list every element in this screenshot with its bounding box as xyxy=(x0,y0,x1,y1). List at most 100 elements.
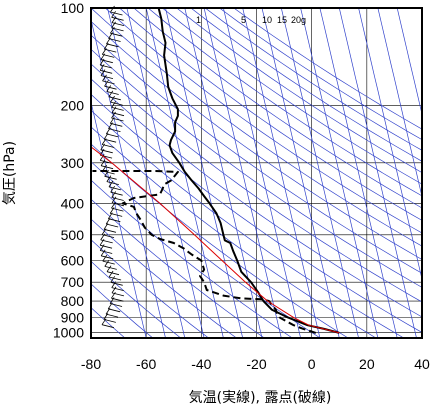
mixing-ratio-line xyxy=(338,8,417,338)
x-tick-label: -20 xyxy=(246,356,266,372)
dry-adiabat xyxy=(119,8,422,221)
wind-barb xyxy=(104,138,117,143)
wind-barb xyxy=(109,117,115,124)
dry-adiabat xyxy=(204,8,422,151)
wind-barb xyxy=(102,80,115,85)
mixing-ratio-label: 10 xyxy=(262,15,272,25)
dry-adiabat xyxy=(162,8,422,185)
wind-barb xyxy=(111,201,116,209)
wind-barb xyxy=(111,21,116,29)
wind-barb xyxy=(106,223,119,228)
x-tick-label: 0 xyxy=(308,356,316,372)
dry-adiabat xyxy=(91,239,209,338)
wind-barb xyxy=(103,228,117,233)
wind-barb xyxy=(108,186,122,191)
wind-barb xyxy=(103,42,109,50)
wind-barb xyxy=(106,175,112,182)
wind-barb xyxy=(100,239,113,244)
mixing-ratio-label: 15 xyxy=(277,15,287,25)
x-tick-label: -40 xyxy=(191,356,211,372)
wind-barb xyxy=(111,107,124,111)
y-tick-label: 900 xyxy=(61,310,85,326)
wind-barb xyxy=(102,260,115,265)
wind-barb xyxy=(106,85,112,92)
mixing-ratio-line xyxy=(184,8,263,338)
dry-adiabat xyxy=(91,78,422,318)
dry-adiabat xyxy=(91,8,422,247)
wind-barb xyxy=(111,106,117,113)
wind-barb xyxy=(104,260,110,267)
wind-barb xyxy=(99,64,105,71)
wind-barb xyxy=(111,292,125,297)
wind-barb xyxy=(102,254,108,262)
dry-adiabat xyxy=(147,8,422,197)
mixing-ratio-line xyxy=(396,8,422,116)
wind-barb xyxy=(100,160,113,164)
wind-barb xyxy=(111,22,125,26)
wind-barb xyxy=(107,212,113,219)
y-tick-label: 600 xyxy=(61,252,85,268)
wind-barb xyxy=(110,95,115,103)
dry-adiabat xyxy=(91,161,321,338)
x-tick-labels: -80 -60 -40 -20 0 20 40 xyxy=(81,356,430,372)
wind-barb xyxy=(105,313,119,318)
x-tick-label: 40 xyxy=(414,356,430,372)
x-tick-label: -60 xyxy=(136,356,156,372)
y-tick-label: 100 xyxy=(61,0,85,16)
wind-barb xyxy=(111,191,117,198)
y-tick-label: 500 xyxy=(61,227,85,243)
x-tick-label: 20 xyxy=(359,356,375,372)
mixing-ratio-line xyxy=(223,8,301,338)
wind-barb xyxy=(111,16,117,23)
mixing-ratio-line xyxy=(358,8,422,281)
dry-adiabat xyxy=(176,8,422,174)
wind-barb xyxy=(106,91,119,95)
mixing-ratio-line xyxy=(261,8,340,338)
dry-adiabat xyxy=(91,143,349,338)
wind-barb xyxy=(104,85,117,90)
wind-barb xyxy=(99,58,105,66)
wind-barb xyxy=(108,218,121,223)
wind-barb xyxy=(104,170,109,177)
wind-barb xyxy=(107,302,113,310)
mixing-ratio-labels: 1 5 10 15 20 g xyxy=(196,15,306,25)
wind-barb xyxy=(100,165,114,170)
wind-barb xyxy=(108,32,113,39)
wind-barb xyxy=(110,101,123,106)
wind-barb xyxy=(110,191,123,196)
wind-barb xyxy=(111,112,125,117)
reference-lines xyxy=(91,8,422,338)
wind-barb xyxy=(100,75,114,79)
y-tick-label: 800 xyxy=(61,293,85,309)
dry-adiabat xyxy=(91,20,422,260)
dewpoint-profile xyxy=(92,170,317,334)
mixing-ratio-line xyxy=(165,8,244,338)
wind-barb xyxy=(109,297,115,304)
wind-barb xyxy=(111,197,124,201)
wind-barb xyxy=(109,303,123,307)
wind-barb xyxy=(100,69,113,74)
wind-barb xyxy=(111,202,125,207)
x-tick-label: -80 xyxy=(81,356,101,372)
wind-barb xyxy=(101,324,115,329)
wind-barb xyxy=(110,26,115,34)
plot-frame xyxy=(90,7,423,339)
wind-barb xyxy=(108,38,121,42)
wind-barb xyxy=(108,308,121,313)
mixing-ratio-label: 20 xyxy=(291,15,301,25)
dry-adiabat xyxy=(91,198,265,338)
wind-barb xyxy=(99,64,113,69)
wind-barb xyxy=(106,43,119,48)
wind-barb xyxy=(103,132,109,140)
dry-adiabat xyxy=(190,8,422,162)
dry-adiabat xyxy=(91,93,422,333)
mixing-ratio-line xyxy=(91,18,166,338)
wind-barb xyxy=(106,133,119,138)
mixing-ratio-line xyxy=(319,8,398,338)
wind-barb xyxy=(103,223,109,230)
wind-barb xyxy=(108,270,114,278)
wind-barb xyxy=(101,48,107,55)
wind-barb xyxy=(110,122,123,127)
dry-adiabat xyxy=(91,63,422,303)
